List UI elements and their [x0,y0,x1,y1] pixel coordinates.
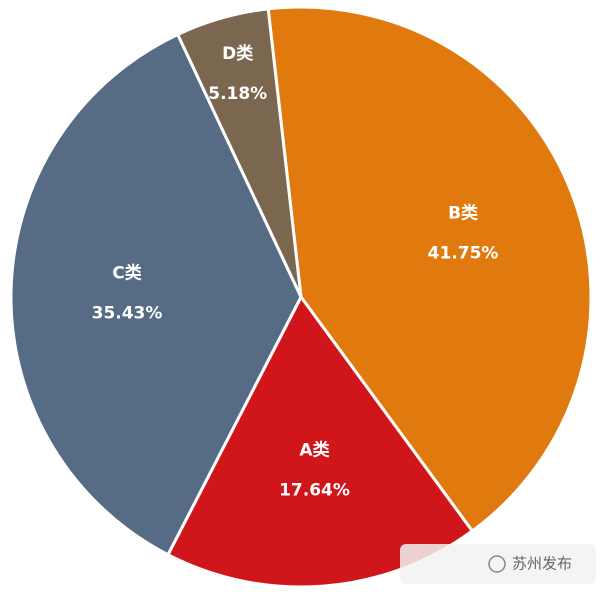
slice-category: A类 [299,439,330,460]
slice-value-label: 17.64% [279,480,350,500]
pie-slice [9,32,303,557]
slice-category: C类 [112,263,142,284]
slice-value-label: 41.75% [428,244,499,264]
pie-slice [266,5,593,534]
slice-value-label: 5.18% [208,84,267,104]
pie [9,5,593,589]
watermark-text: 苏州发布 [512,555,572,573]
slice-category: D类 [222,43,254,64]
watermark-box [400,544,596,584]
slice-value-label: 35.43% [92,304,163,324]
watermark-icon [488,555,506,573]
pie-slice [175,7,303,298]
slice-category: B类 [448,203,479,224]
watermark: 苏州发布 [400,544,596,584]
